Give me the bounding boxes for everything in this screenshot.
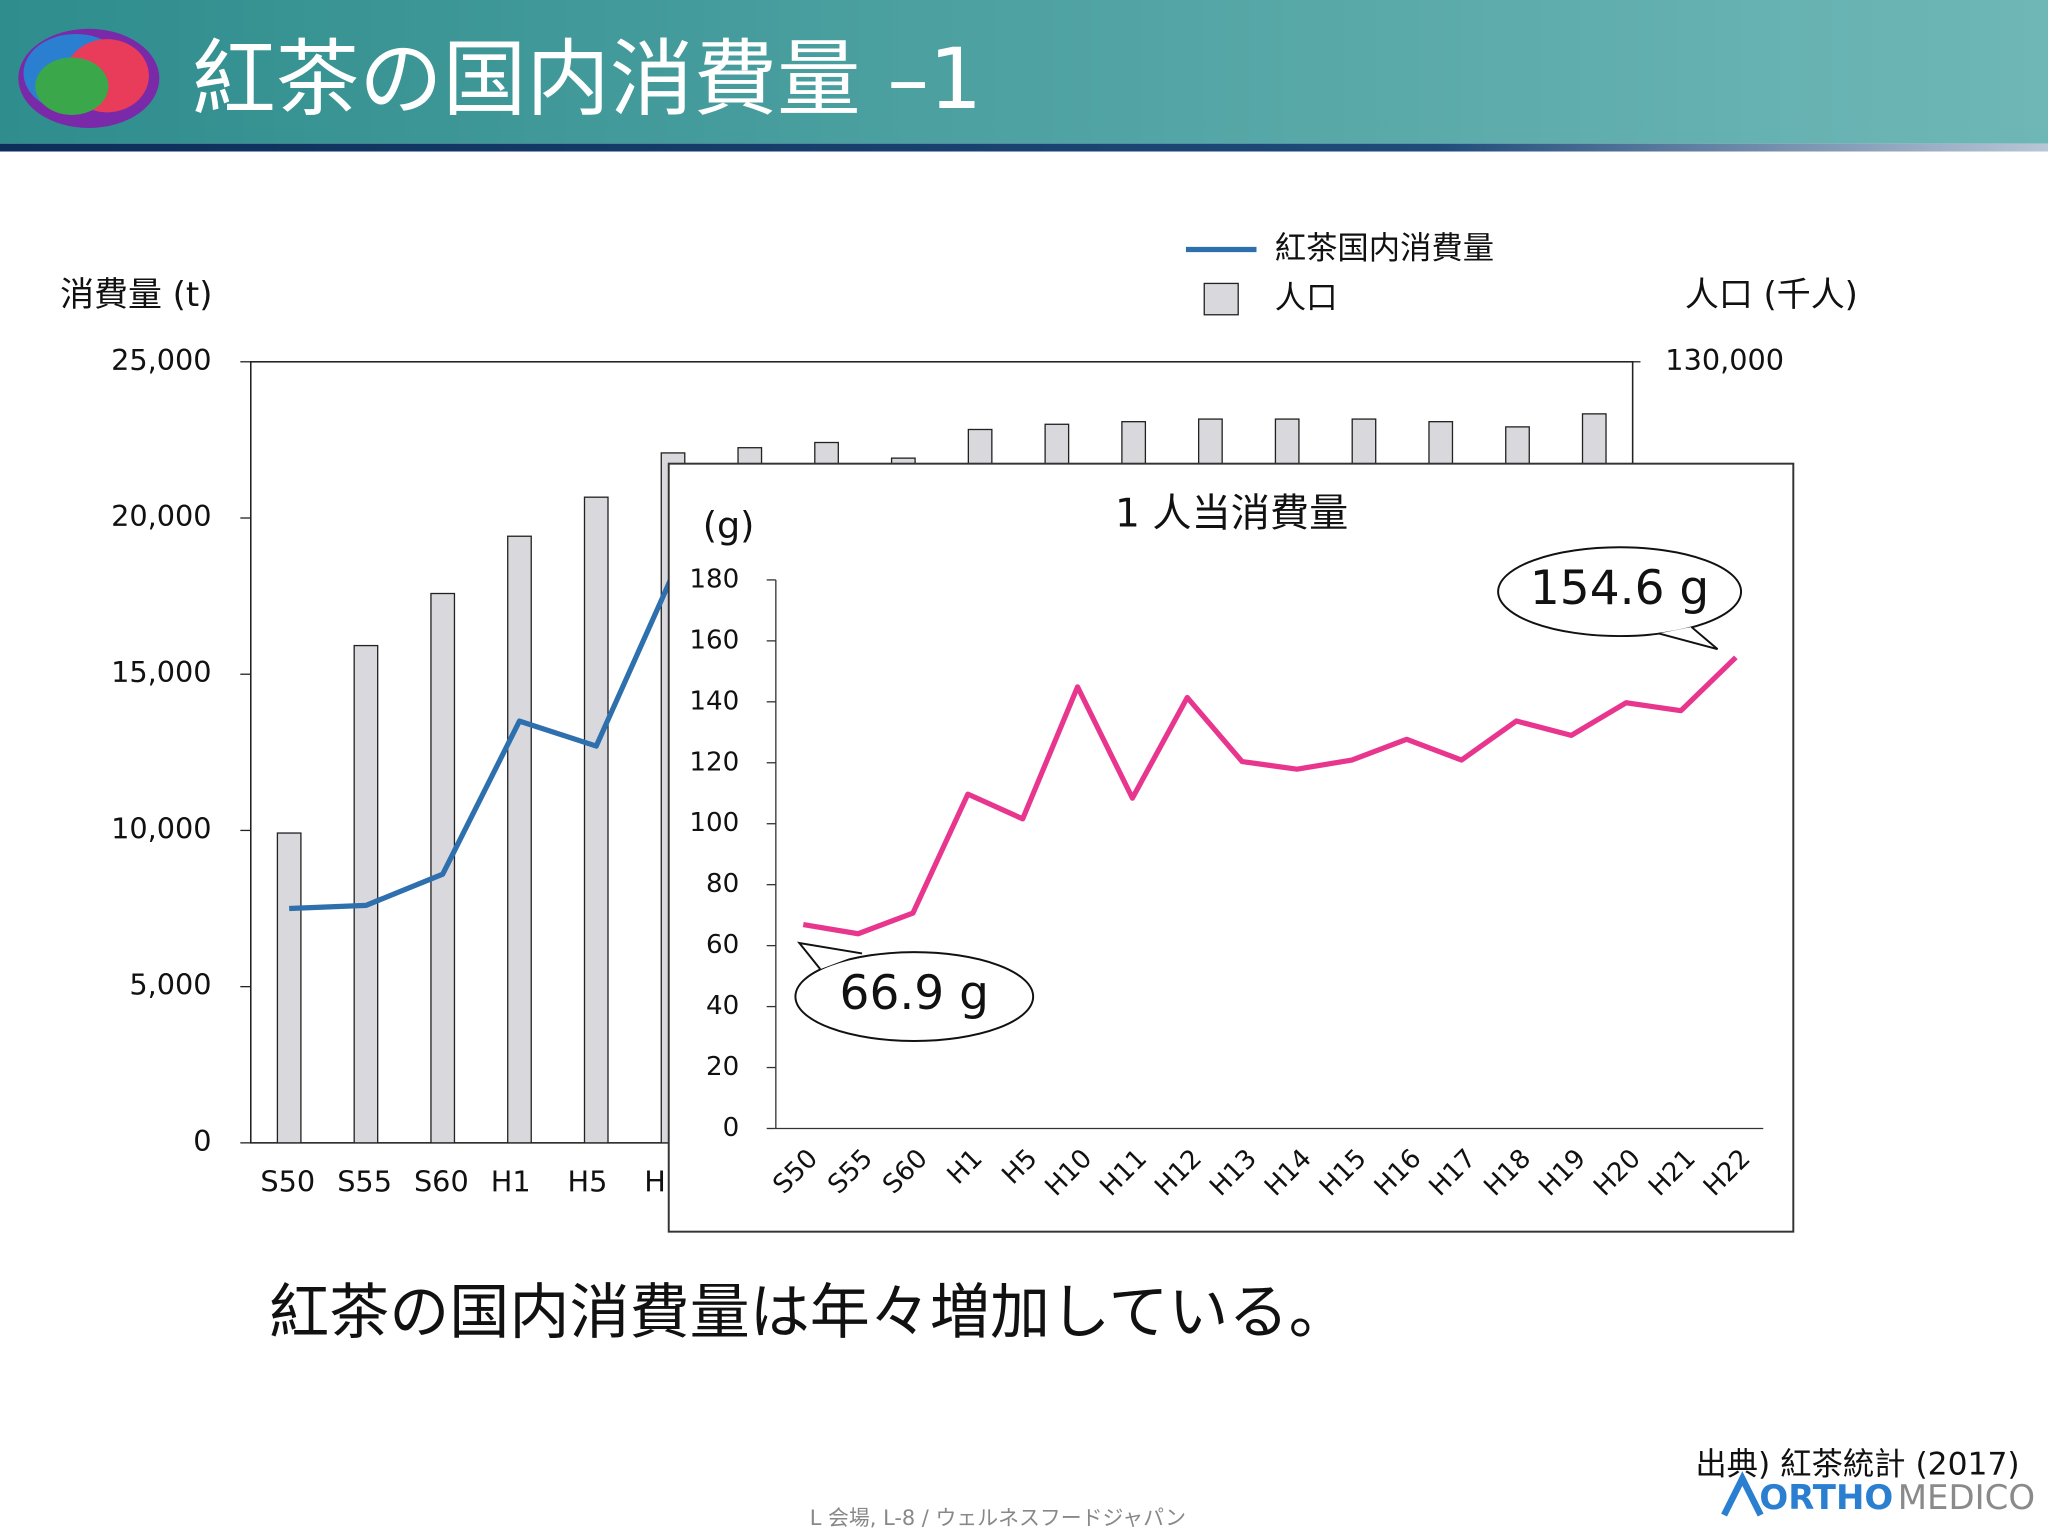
- y2-tick-label: 130,000: [1665, 343, 1784, 377]
- callout: [794, 951, 1035, 1042]
- x-tick-label: H: [644, 1164, 666, 1198]
- conclusion: 紅茶の国内消費量は年々増加している。: [269, 1278, 1349, 1348]
- y-tick-label: 80: [706, 869, 739, 899]
- callout: [1497, 546, 1743, 638]
- bar: [583, 496, 609, 1144]
- footer: L 会場, L-8 / ウェルネスフードジャパン: [810, 1506, 1186, 1530]
- y-axis-label: 消費量 (t): [60, 275, 212, 315]
- line-series: [802, 655, 1738, 937]
- y-tick-label: 10,000: [111, 811, 212, 845]
- x-tick-label: H1: [491, 1164, 531, 1198]
- x-tick-label: S55: [337, 1164, 392, 1198]
- y-tick-label: 5,000: [129, 968, 211, 1002]
- bar: [507, 535, 532, 1144]
- header-band: [0, 0, 2048, 144]
- y-tick-label: 60: [706, 930, 739, 960]
- bar: [353, 644, 379, 1144]
- line-series: [289, 573, 676, 912]
- inset-title: 1 人当消費量: [1115, 491, 1348, 536]
- logo-icon: [18, 28, 160, 128]
- x-tick-label: S50: [260, 1164, 315, 1198]
- y-tick-label: 140: [689, 686, 739, 716]
- bar: [276, 832, 302, 1144]
- header-rule: [0, 143, 2048, 152]
- y-tick-label: 120: [689, 747, 739, 777]
- y-tick-label: 0: [723, 1113, 740, 1143]
- y2-axis-label: 人口 (千人): [1685, 275, 1858, 315]
- y-tick-label: 0: [193, 1124, 211, 1158]
- y-tick-label: 20,000: [111, 499, 212, 533]
- y-tick-label: 15,000: [111, 655, 212, 689]
- y-tick-label: 100: [689, 808, 739, 838]
- x-tick-label: H5: [568, 1164, 608, 1198]
- callout-label: 154.6 g: [1530, 561, 1709, 616]
- y-axis-label: (g): [703, 504, 755, 547]
- callout-tail: [1658, 626, 1719, 651]
- x-tick-label: S60: [414, 1164, 469, 1198]
- bar: [430, 592, 456, 1144]
- callout-label: 66.9 g: [840, 966, 989, 1021]
- logo-mark: [1721, 1471, 1764, 1517]
- y-tick-label: 40: [706, 991, 739, 1021]
- y-tick-label: 160: [689, 625, 739, 655]
- legend-label: 人口: [1275, 280, 1338, 316]
- y-tick-label: 180: [689, 564, 739, 594]
- source: 出典) 紅茶統計 (2017): [1695, 1446, 2019, 1482]
- slide-title: 紅茶の国内消費量 –1: [192, 30, 982, 128]
- logo-medico: MEDICO: [1898, 1478, 2035, 1518]
- legend-box: [1203, 282, 1239, 316]
- logo-ortho: ORTHO: [1759, 1478, 1893, 1518]
- callout-tail: [796, 941, 863, 970]
- y-tick-label: 25,000: [111, 343, 212, 377]
- y-tick-label: 20: [706, 1052, 739, 1082]
- legend-label: 紅茶国内消費量: [1275, 230, 1494, 266]
- inset-chart: 1 人当消費量(g)020406080100120140160180S50S55…: [667, 462, 1795, 1233]
